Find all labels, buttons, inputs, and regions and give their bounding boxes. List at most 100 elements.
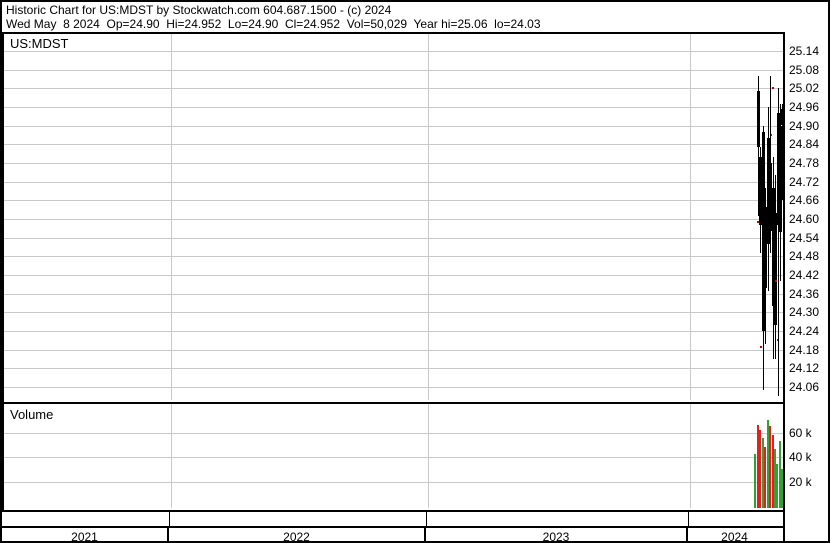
close-tick — [757, 221, 759, 223]
price-axis-label: 24.72 — [789, 175, 820, 189]
ohlc-bar-body — [772, 188, 775, 306]
price-axis-label: 24.06 — [789, 380, 820, 394]
year-label: 2021 — [71, 529, 98, 543]
year-label: 2022 — [283, 529, 310, 543]
ohlc-bar-wick — [778, 88, 779, 396]
year-gridline — [690, 404, 691, 508]
ohlc-bar-body — [757, 91, 760, 147]
price-axis-label: 25.14 — [789, 44, 820, 58]
price-axis-label: 24.18 — [789, 343, 820, 357]
price-axis-label: 24.42 — [789, 268, 820, 282]
year-boundary-tick — [688, 512, 689, 526]
price-gridline — [4, 275, 783, 276]
close-tick — [760, 346, 762, 348]
close-tick — [772, 87, 774, 89]
ohlc-bar-body — [774, 213, 777, 325]
price-axis-label: 24.36 — [789, 287, 820, 301]
ohlc-bar-body — [762, 132, 765, 331]
year-boundary-tick — [169, 512, 170, 526]
price-axis-label: 24.30 — [789, 305, 820, 319]
price-axis-label: 24.48 — [789, 249, 820, 263]
ohlc-bar-body — [759, 157, 762, 225]
volume-bar — [757, 425, 759, 508]
year-cell: 2022 — [169, 528, 426, 543]
volume-bar — [769, 426, 771, 508]
price-gridline — [4, 200, 783, 201]
price-axis-label: 25.02 — [789, 81, 820, 95]
x-axis-year-row: 2021 2022 2023 2024 — [2, 526, 785, 543]
year-gridline — [171, 34, 172, 400]
price-axis-label: 24.54 — [789, 231, 820, 245]
year-label: 2023 — [542, 529, 570, 543]
year-gridline — [428, 404, 429, 508]
price-gridline — [4, 368, 783, 369]
ohlc-bar-body — [779, 126, 782, 232]
volume-pane-label: Volume — [10, 407, 58, 422]
volume-gridline — [4, 457, 783, 458]
volume-pane: Volume — [2, 404, 785, 512]
year-gridline — [171, 404, 172, 508]
ohlc-bar-body — [764, 207, 767, 288]
price-gridline — [4, 182, 783, 183]
year-gridline — [690, 34, 691, 400]
volume-bar — [772, 435, 774, 508]
volume-gridline — [4, 482, 783, 483]
x-axis-tick-strip — [2, 512, 785, 526]
price-axis-label: 24.84 — [789, 137, 820, 151]
price-gridline — [4, 331, 783, 332]
volume-axis-label: 40 k — [789, 450, 812, 464]
ohlc-bar-body — [769, 163, 772, 231]
chart-title: Historic Chart for US:MDST by Stockwatch… — [6, 3, 392, 17]
price-axis-label: 24.12 — [789, 361, 820, 375]
price-gridline — [4, 350, 783, 351]
price-axis-label: 24.78 — [789, 156, 820, 170]
price-axis-label: 24.90 — [789, 119, 820, 133]
price-gridline — [4, 70, 783, 71]
price-gridline — [4, 163, 783, 164]
price-gridline — [4, 256, 783, 257]
volume-bar — [754, 454, 756, 508]
close-tick — [775, 280, 777, 282]
volume-axis-label: 60 k — [789, 426, 812, 440]
ohlc-bar-wick — [782, 104, 783, 200]
price-gridline — [4, 51, 783, 52]
volume-bar — [774, 449, 776, 508]
volume-plot — [4, 404, 783, 508]
symbol-label: US:MDST — [10, 36, 73, 51]
year-gridline — [428, 34, 429, 400]
price-gridline — [4, 387, 783, 388]
price-gridline — [4, 107, 783, 108]
ohlc-bar-body — [781, 109, 783, 125]
price-axis-label: 24.60 — [789, 212, 820, 226]
price-gridline — [4, 144, 783, 145]
volume-axis-label: 20 k — [789, 475, 812, 489]
year-boundary-tick — [426, 512, 427, 526]
close-tick — [770, 134, 772, 136]
price-axis-label: 24.96 — [789, 100, 820, 114]
price-axis-label: 25.08 — [789, 63, 820, 77]
year-cell: 2021 — [2, 528, 169, 543]
price-gridline — [4, 219, 783, 220]
price-axis-label: 24.24 — [789, 324, 820, 338]
volume-bar — [781, 469, 783, 508]
volume-axis: 60 k 40 k 20 k — [785, 404, 828, 512]
year-cell: 2024 — [688, 528, 781, 543]
volume-bar — [779, 441, 781, 508]
volume-bar — [762, 438, 764, 508]
quote-summary: Wed May 8 2024 Op=24.90 Hi=24.952 Lo=24.… — [6, 17, 541, 31]
price-pane: US:MDST — [2, 32, 785, 404]
volume-bar — [759, 430, 761, 508]
price-gridline — [4, 88, 783, 89]
price-gridline — [4, 126, 783, 127]
volume-bar — [764, 447, 766, 508]
ohlc-bar-body — [767, 138, 770, 244]
price-axis-label: 24.66 — [789, 193, 820, 207]
price-gridline — [4, 238, 783, 239]
price-plot — [4, 34, 783, 400]
volume-bar — [776, 464, 778, 508]
volume-bar — [767, 420, 769, 508]
volume-gridline — [4, 433, 783, 434]
price-gridline — [4, 294, 783, 295]
year-label: 2024 — [721, 529, 748, 543]
